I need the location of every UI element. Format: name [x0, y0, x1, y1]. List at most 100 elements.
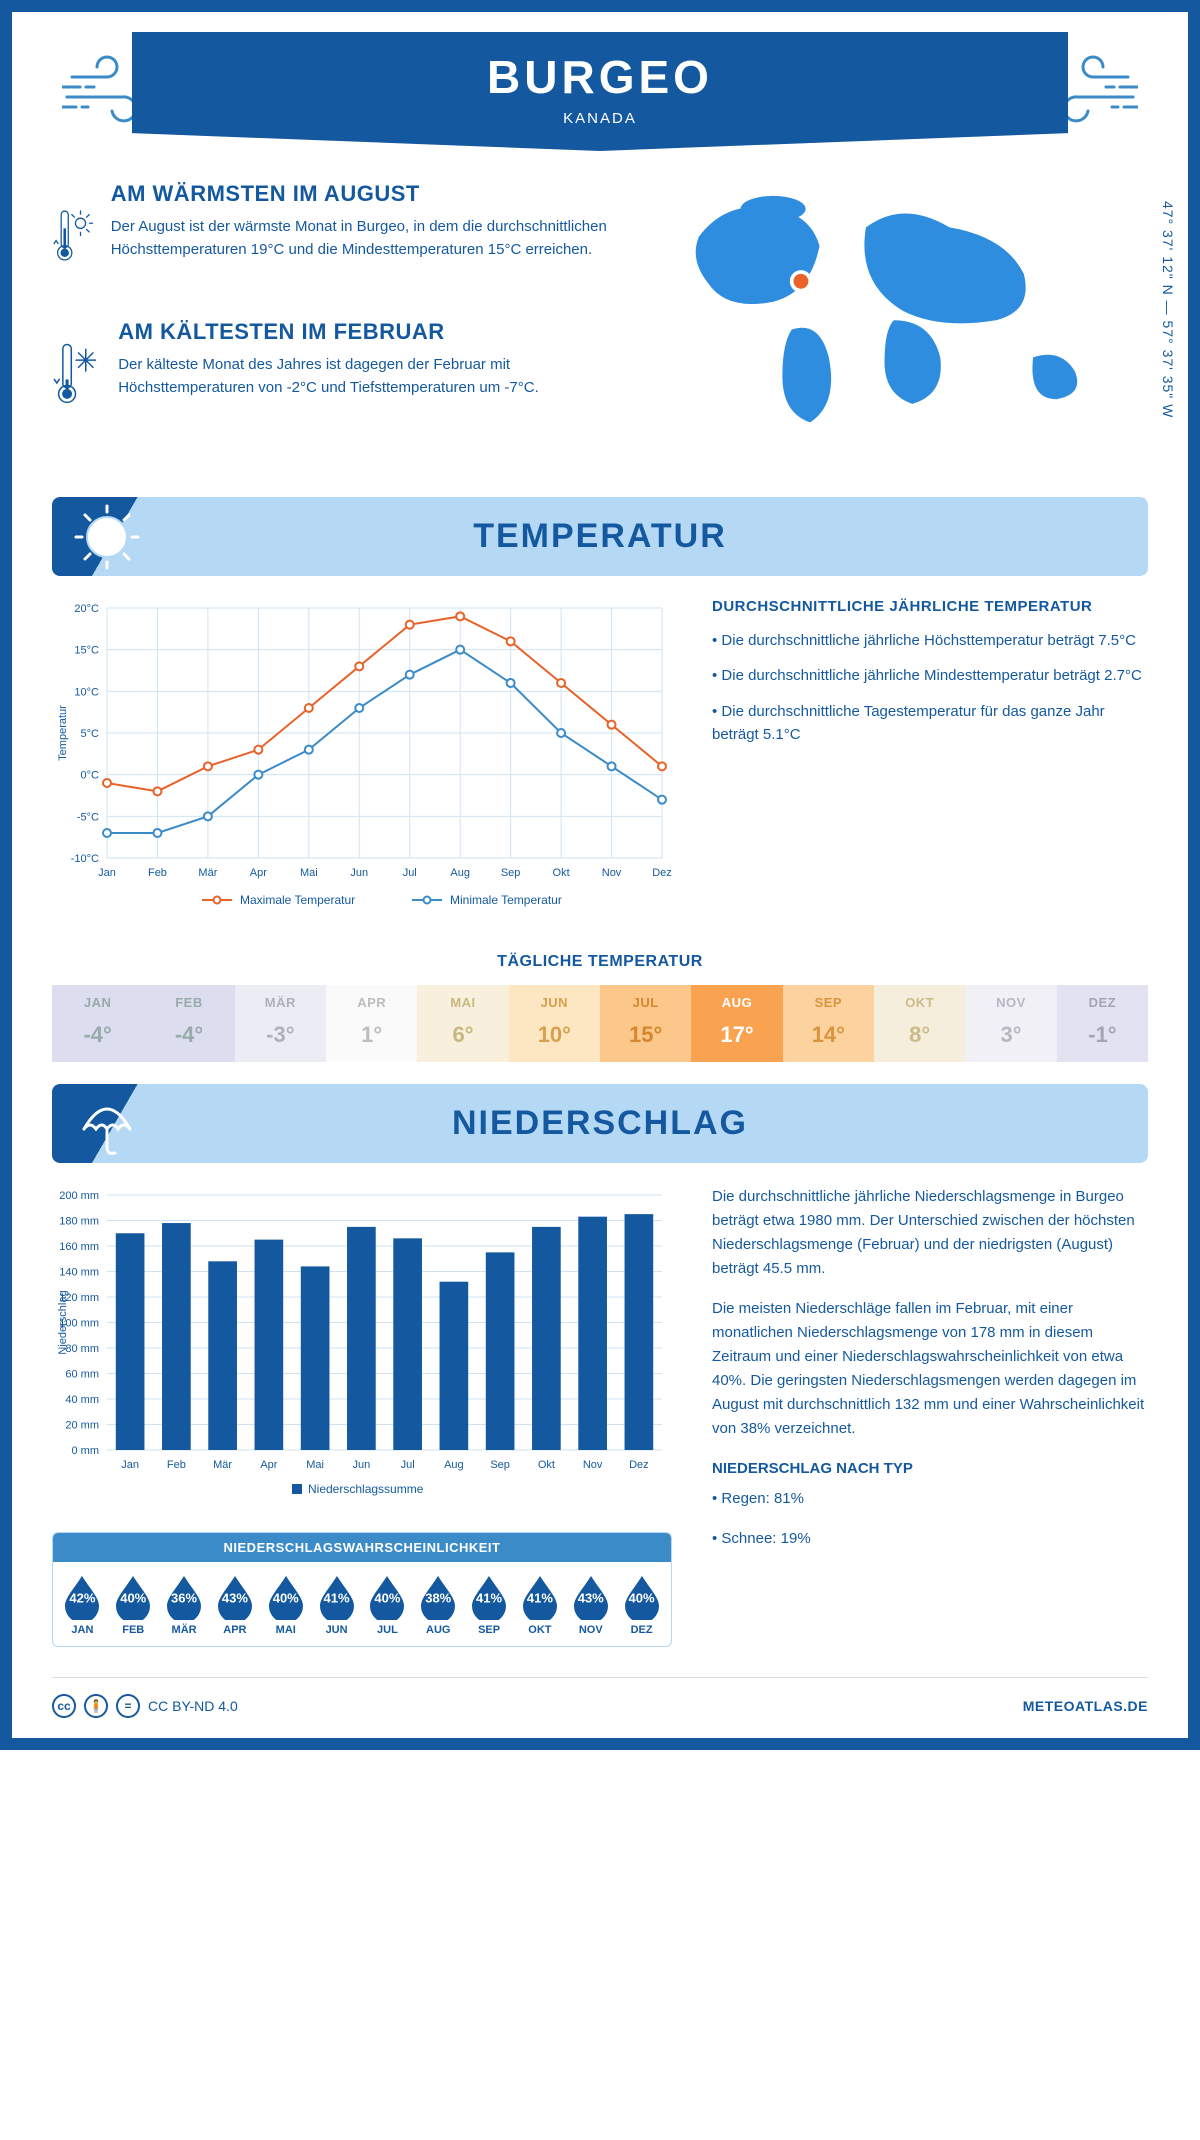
temp-side-title: DURCHSCHNITTLICHE JÄHRLICHE TEMPERATUR [712, 598, 1148, 615]
precip-p1: Die durchschnittliche jährliche Niedersc… [712, 1185, 1148, 1281]
svg-text:15°C: 15°C [74, 645, 99, 657]
svg-text:Jul: Jul [401, 1459, 415, 1471]
svg-text:Mär: Mär [213, 1459, 232, 1471]
license-block: cc 🧍 = CC BY-ND 4.0 [52, 1694, 238, 1718]
thermometer-cold-icon [52, 319, 100, 429]
svg-text:5°C: 5°C [81, 728, 100, 740]
svg-text:60 mm: 60 mm [65, 1369, 99, 1381]
svg-text:Minimale Temperatur: Minimale Temperatur [450, 893, 562, 907]
svg-text:Temperatur: Temperatur [57, 705, 69, 761]
daily-temp-cell: FEB-4° [143, 985, 234, 1062]
svg-text:180 mm: 180 mm [59, 1216, 99, 1228]
svg-text:Jan: Jan [121, 1459, 139, 1471]
prob-cell: 40%FEB [108, 1572, 159, 1636]
temperature-line-chart: -10°C-5°C0°C5°C10°C15°C20°CJanFebMärAprM… [52, 598, 672, 918]
daily-temp-cell: JUL15° [600, 985, 691, 1062]
prob-title: NIEDERSCHLAGSWAHRSCHEINLICHKEIT [53, 1533, 671, 1562]
svg-text:Apr: Apr [260, 1459, 277, 1471]
svg-text:80 mm: 80 mm [65, 1343, 99, 1355]
svg-text:Jul: Jul [403, 867, 417, 879]
prob-cell: 36%MÄR [159, 1572, 210, 1636]
svg-text:Dez: Dez [629, 1459, 649, 1471]
prob-cell: 43%APR [209, 1572, 260, 1636]
coordinates: 47° 37' 12" N — 57° 37' 35" W [1160, 201, 1176, 418]
svg-text:Niederschlagssumme: Niederschlagssumme [308, 1482, 424, 1496]
warmest-block: AM WÄRMSTEN IM AUGUST Der August ist der… [52, 181, 610, 291]
daily-temp-cell: MÄR-3° [235, 985, 326, 1062]
precip-t2: • Schnee: 19% [712, 1527, 1148, 1551]
daily-temp-cell: MAI6° [417, 985, 508, 1062]
daily-temp-cell: DEZ-1° [1057, 985, 1148, 1062]
warmest-text: Der August ist der wärmste Monat in Burg… [111, 215, 611, 262]
prob-cell: 41%JUN [311, 1572, 362, 1636]
header-band: BURGEO KANADA [132, 32, 1068, 151]
svg-text:Feb: Feb [148, 867, 167, 879]
precip-probability-box: NIEDERSCHLAGSWAHRSCHEINLICHKEIT 42%JAN40… [52, 1532, 672, 1647]
svg-text:40 mm: 40 mm [65, 1394, 99, 1406]
thermometer-hot-icon [52, 181, 93, 291]
precip-t1: • Regen: 81% [712, 1487, 1148, 1511]
license-text: CC BY-ND 4.0 [148, 1698, 238, 1714]
site-name: METEOATLAS.DE [1023, 1698, 1148, 1714]
svg-text:20°C: 20°C [74, 603, 99, 615]
svg-text:Apr: Apr [250, 867, 267, 879]
country-label: KANADA [132, 110, 1068, 127]
svg-text:Mär: Mär [198, 867, 217, 879]
prob-cell: 41%SEP [464, 1572, 515, 1636]
temperature-summary: DURCHSCHNITTLICHE JÄHRLICHE TEMPERATUR •… [712, 598, 1148, 758]
precip-banner: NIEDERSCHLAG [52, 1084, 1148, 1163]
prob-cell: 40%MAI [260, 1572, 311, 1636]
cc-icon: cc [52, 1694, 76, 1718]
svg-text:Sep: Sep [501, 867, 521, 879]
daily-temp-cell: AUG17° [691, 985, 782, 1062]
precip-bar-chart: 0 mm20 mm40 mm60 mm80 mm100 mm120 mm140 … [52, 1185, 672, 1505]
svg-text:0 mm: 0 mm [72, 1445, 100, 1457]
precip-heading: NIEDERSCHLAG [452, 1104, 748, 1143]
daily-temp-cell: NOV3° [965, 985, 1056, 1062]
svg-text:Aug: Aug [450, 867, 470, 879]
svg-text:-10°C: -10°C [71, 853, 99, 865]
daily-temp-cell: SEP14° [783, 985, 874, 1062]
svg-text:0°C: 0°C [81, 770, 100, 782]
svg-text:-5°C: -5°C [77, 811, 99, 823]
temp-side-b2: • Die durchschnittliche jährliche Mindes… [712, 664, 1148, 687]
intro-row: AM WÄRMSTEN IM AUGUST Der August ist der… [52, 181, 1148, 457]
prob-cell: 41%OKT [514, 1572, 565, 1636]
prob-cell: 42%JAN [57, 1572, 108, 1636]
svg-text:140 mm: 140 mm [59, 1267, 99, 1279]
coldest-title: AM KÄLTESTEN IM FEBRUAR [118, 319, 610, 345]
svg-text:20 mm: 20 mm [65, 1420, 99, 1432]
daily-temp-title: TÄGLICHE TEMPERATUR [52, 953, 1148, 971]
footer: cc 🧍 = CC BY-ND 4.0 METEOATLAS.DE [52, 1677, 1148, 1718]
svg-text:Jun: Jun [353, 1459, 371, 1471]
svg-text:Dez: Dez [652, 867, 672, 879]
daily-temp-cell: JUN10° [509, 985, 600, 1062]
prob-cell: 43%NOV [565, 1572, 616, 1636]
svg-text:Okt: Okt [538, 1459, 555, 1471]
infographic-page: BURGEO KANADA AM WÄRMSTEN IM AUGUST Der … [0, 0, 1200, 1750]
svg-text:Mai: Mai [300, 867, 318, 879]
precip-p2: Die meisten Niederschläge fallen im Febr… [712, 1297, 1148, 1441]
coldest-text: Der kälteste Monat des Jahres ist dagege… [118, 353, 610, 400]
svg-text:Nov: Nov [602, 867, 622, 879]
temperature-heading: TEMPERATUR [473, 517, 727, 556]
temperature-banner: TEMPERATUR [52, 497, 1148, 576]
prob-cell: 40%DEZ [616, 1572, 667, 1636]
nd-icon: = [116, 1694, 140, 1718]
svg-text:Feb: Feb [167, 1459, 186, 1471]
prob-cell: 40%JUL [362, 1572, 413, 1636]
coldest-block: AM KÄLTESTEN IM FEBRUAR Der kälteste Mon… [52, 319, 610, 429]
precip-summary: Die durchschnittliche jährliche Niedersc… [712, 1185, 1148, 1647]
svg-text:Okt: Okt [553, 867, 570, 879]
temp-side-b1: • Die durchschnittliche jährliche Höchst… [712, 629, 1148, 652]
svg-text:Maximale Temperatur: Maximale Temperatur [240, 893, 355, 907]
daily-temp-cell: APR1° [326, 985, 417, 1062]
city-title: BURGEO [132, 50, 1068, 104]
svg-text:Jun: Jun [350, 867, 368, 879]
svg-text:200 mm: 200 mm [59, 1190, 99, 1202]
svg-text:10°C: 10°C [74, 686, 99, 698]
daily-temp-cell: JAN-4° [52, 985, 143, 1062]
by-icon: 🧍 [84, 1694, 108, 1718]
svg-text:Nov: Nov [583, 1459, 603, 1471]
precip-type-title: NIEDERSCHLAG NACH TYP [712, 1457, 1148, 1481]
